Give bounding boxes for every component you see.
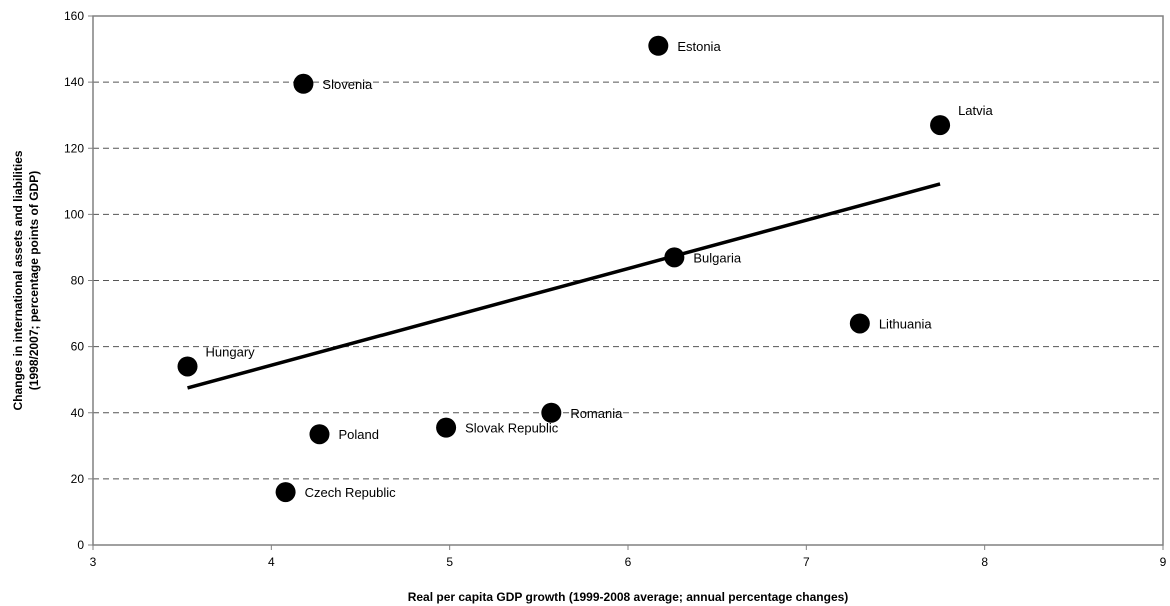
point-label-slovenia: Slovenia xyxy=(322,77,373,92)
point-label-slovak-republic: Slovak Republic xyxy=(465,421,559,436)
y-tick-label-140: 140 xyxy=(64,75,84,89)
trendline-group xyxy=(187,182,941,390)
y-tick-label-0: 0 xyxy=(77,538,84,552)
x-tick-label-5: 5 xyxy=(446,555,453,569)
point-labels: Hungary Slovenia Czech Republic Poland Slova… xyxy=(206,39,994,500)
x-axis-title: Real per capita GDP growth (1999-2008 av… xyxy=(408,590,849,604)
y-tick-label-120: 120 xyxy=(64,141,84,155)
y-axis-title-line-1: Changes in international assets and liab… xyxy=(11,150,25,410)
x-tick-label-3: 3 xyxy=(90,555,97,569)
y-tick-label-80: 80 xyxy=(71,274,85,288)
point-label-romania: Romania xyxy=(570,406,623,421)
point-estonia xyxy=(648,35,669,56)
tick-labels: 0 20 40 60 80 100 120 140 160 3 4 5 6 7 8 9 xyxy=(64,9,1167,569)
point-label-czech-republic: Czech Republic xyxy=(305,485,397,500)
point-bulgaria xyxy=(664,247,685,268)
x-tick-label-8: 8 xyxy=(981,555,988,569)
point-label-poland: Poland xyxy=(338,427,378,442)
point-slovak-republic xyxy=(436,417,457,438)
y-tick-label-60: 60 xyxy=(71,340,85,354)
data-points xyxy=(177,35,951,503)
x-tick-label-6: 6 xyxy=(625,555,632,569)
y-axis-title: Changes in international assets and liab… xyxy=(11,150,41,410)
point-label-bulgaria: Bulgaria xyxy=(693,250,741,265)
point-poland xyxy=(309,424,330,445)
point-hungary xyxy=(177,356,198,377)
x-tick-label-7: 7 xyxy=(803,555,810,569)
point-latvia xyxy=(930,115,951,136)
x-tick-label-4: 4 xyxy=(268,555,275,569)
y-tick-label-100: 100 xyxy=(64,207,84,221)
point-label-lithuania: Lithuania xyxy=(879,316,933,331)
y-tick-label-160: 160 xyxy=(64,9,84,23)
point-label-estonia: Estonia xyxy=(677,39,721,54)
y-axis-title-line-2: (1998/2007; percentage points of GDP) xyxy=(27,171,41,390)
point-czech-republic xyxy=(275,482,296,503)
point-romania xyxy=(541,402,562,423)
trendline xyxy=(187,182,941,390)
point-label-latvia: Latvia xyxy=(958,103,993,118)
point-slovenia xyxy=(293,73,314,94)
x-tick-label-9: 9 xyxy=(1160,555,1167,569)
point-lithuania xyxy=(849,313,870,334)
point-label-hungary: Hungary xyxy=(206,344,256,359)
axes xyxy=(88,15,1164,550)
y-tick-label-20: 20 xyxy=(71,472,85,486)
gridlines xyxy=(93,81,1163,480)
y-tick-label-40: 40 xyxy=(71,406,85,420)
